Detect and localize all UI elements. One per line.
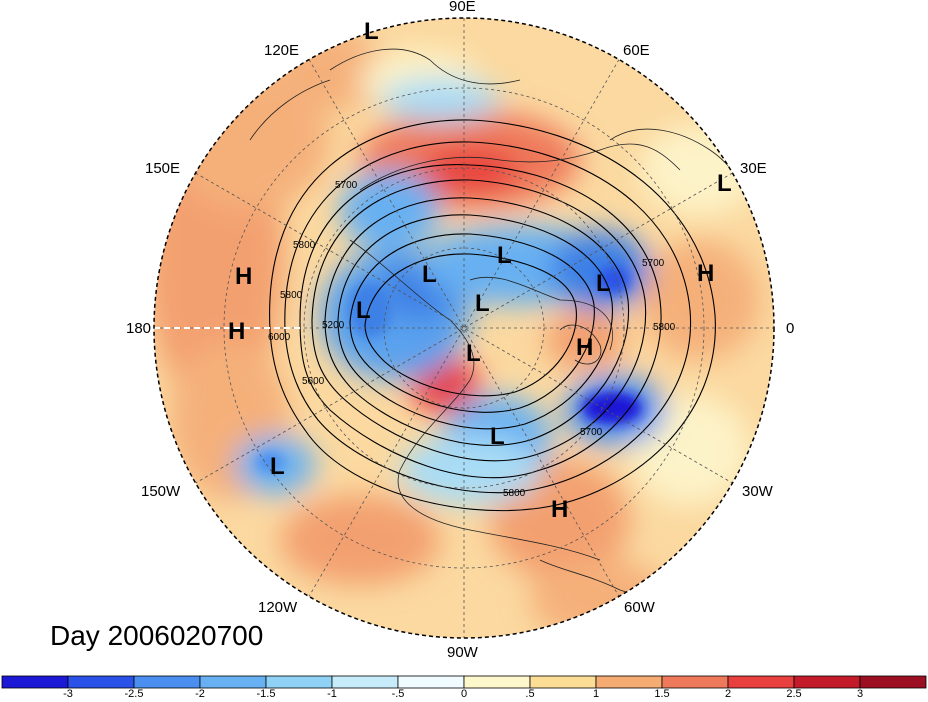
colorbar-swatch — [529, 675, 597, 689]
colorbar-tick-label: -1.5 — [256, 688, 276, 700]
contour-label: 5200 — [322, 320, 345, 331]
date-title: Day 2006020700 — [50, 620, 264, 651]
low-pressure-marker: L — [356, 297, 371, 324]
contour-label: 5800 — [503, 488, 526, 499]
low-pressure-marker: L — [497, 242, 512, 269]
lon-label-120e: 120E — [264, 42, 300, 59]
contour-label: 5600 — [302, 376, 325, 387]
colorbar-swatch — [727, 675, 795, 689]
lon-label-30e: 30E — [740, 160, 767, 177]
lon-label-90e: 90E — [449, 0, 476, 15]
colorbar-swatch — [463, 675, 531, 689]
colorbar-swatch — [331, 675, 399, 689]
low-pressure-marker: L — [364, 18, 379, 45]
contour-label: 5700 — [335, 180, 358, 191]
colorbar-swatch — [793, 675, 861, 689]
high-pressure-marker: H — [576, 334, 594, 361]
colorbar-tick-label: 1.5 — [654, 688, 670, 700]
lon-label-60w: 60W — [624, 599, 655, 616]
low-pressure-marker: L — [466, 340, 481, 367]
contour-label: 5700 — [580, 427, 603, 438]
colorbar-swatch — [199, 675, 267, 689]
lon-label-150w: 150W — [141, 483, 181, 500]
lon-label-0: 0 — [786, 320, 795, 337]
colorbar-tick-label: -3 — [63, 688, 73, 700]
low-pressure-marker: L — [717, 170, 732, 197]
colorbar-swatch — [859, 675, 927, 689]
contour-label: 5800 — [293, 240, 316, 251]
colorbar-tick-label: 0 — [460, 688, 468, 700]
contour-label: 5800 — [280, 290, 303, 301]
colorbar-tick-label: 2 — [724, 688, 732, 700]
colorbar-tick-label: -2 — [195, 688, 205, 700]
contour-label: 5700 — [642, 258, 665, 269]
colorbar-tick-label: 3 — [856, 688, 864, 700]
high-pressure-marker: H — [235, 263, 253, 290]
lon-label-120w: 120W — [258, 599, 298, 616]
low-pressure-marker: L — [270, 453, 285, 480]
low-pressure-marker: L — [490, 423, 505, 450]
high-pressure-marker: H — [697, 260, 715, 287]
colorbar-swatch — [595, 675, 663, 689]
colorbar-tick-label: -2.5 — [124, 688, 144, 700]
lon-label-90w: 90W — [447, 644, 478, 661]
height-contours — [269, 119, 716, 512]
low-pressure-marker: L — [422, 261, 437, 288]
lon-label-60e: 60E — [623, 42, 650, 59]
colorbar-swatch — [265, 675, 333, 689]
polar-stereographic-map — [153, 17, 775, 639]
colorbar-tick-label: -.5 — [391, 688, 405, 700]
map-boundary — [153, 17, 775, 639]
colorbar-tick-label: 1 — [592, 688, 600, 700]
colorbar-swatch — [1, 675, 69, 689]
high-pressure-marker: H — [228, 318, 246, 345]
colorbar-swatch — [67, 675, 135, 689]
colorbar — [1, 675, 927, 689]
high-pressure-marker: H — [551, 496, 569, 523]
colorbar-tick-label: .5 — [525, 688, 535, 700]
colorbar-tick-label: -1 — [327, 688, 337, 700]
contour-label: 5800 — [653, 322, 676, 333]
contour-label: 6000 — [268, 332, 291, 343]
low-pressure-marker: L — [596, 270, 611, 297]
lon-label-150e: 150E — [145, 160, 181, 177]
colorbar-swatch — [397, 675, 465, 689]
colorbar-tick-label: 2.5 — [786, 688, 802, 700]
low-pressure-marker: L — [475, 290, 490, 317]
colorbar-swatch — [133, 675, 201, 689]
lon-label-180: 180 — [126, 320, 152, 337]
colorbar-swatch — [661, 675, 729, 689]
lon-label-30w: 30W — [742, 483, 773, 500]
